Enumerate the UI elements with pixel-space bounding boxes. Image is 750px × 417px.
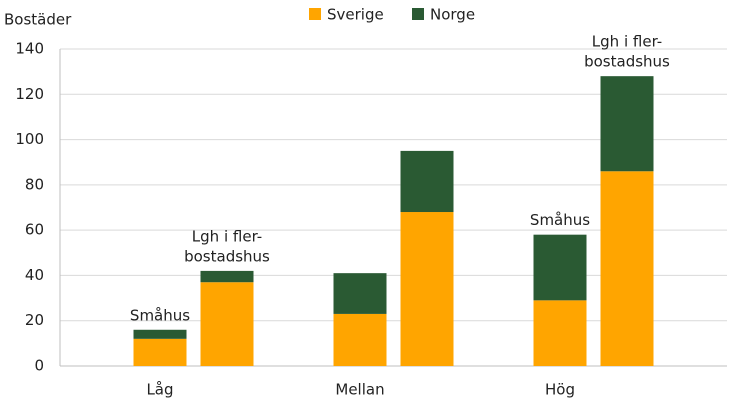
annotation: Småhus [130, 306, 190, 324]
bar-segment [333, 313, 387, 366]
annotation: Lgh i fler- [592, 33, 662, 51]
y-tick-label: 60 [25, 221, 44, 239]
legend-swatch [309, 8, 321, 20]
bar-segment [133, 338, 187, 366]
bar-segment [200, 282, 254, 366]
annotation: bostadshus [584, 53, 670, 71]
bar-segment [400, 150, 454, 213]
y-tick-label: 40 [25, 266, 44, 284]
legend-swatch [412, 8, 424, 20]
legend-label: Sverige [327, 6, 384, 24]
y-tick-label: 120 [15, 85, 44, 103]
y-tick-label: 20 [25, 311, 44, 329]
bar-segment [133, 329, 187, 339]
bar-segment [533, 234, 587, 301]
bar-segment [400, 212, 454, 366]
bar-segment [600, 171, 654, 366]
x-tick-label: Hög [545, 381, 575, 399]
bar-segment [333, 273, 387, 314]
annotation: bostadshus [184, 247, 270, 265]
y-tick-label: 80 [25, 175, 44, 193]
y-tick-label: 140 [15, 40, 44, 58]
annotation: Lgh i fler- [192, 227, 262, 245]
bar-segment [600, 76, 654, 172]
y-tick-label: 100 [15, 130, 44, 148]
annotation: Småhus [530, 211, 590, 229]
x-tick-label: Mellan [335, 381, 384, 399]
legend-label: Norge [430, 6, 475, 24]
y-axis-label: Bostäder [4, 11, 72, 29]
bar-segment [200, 270, 254, 283]
x-tick-label: Låg [146, 381, 173, 399]
bar-segment [533, 300, 587, 366]
y-tick-label: 0 [34, 357, 44, 375]
